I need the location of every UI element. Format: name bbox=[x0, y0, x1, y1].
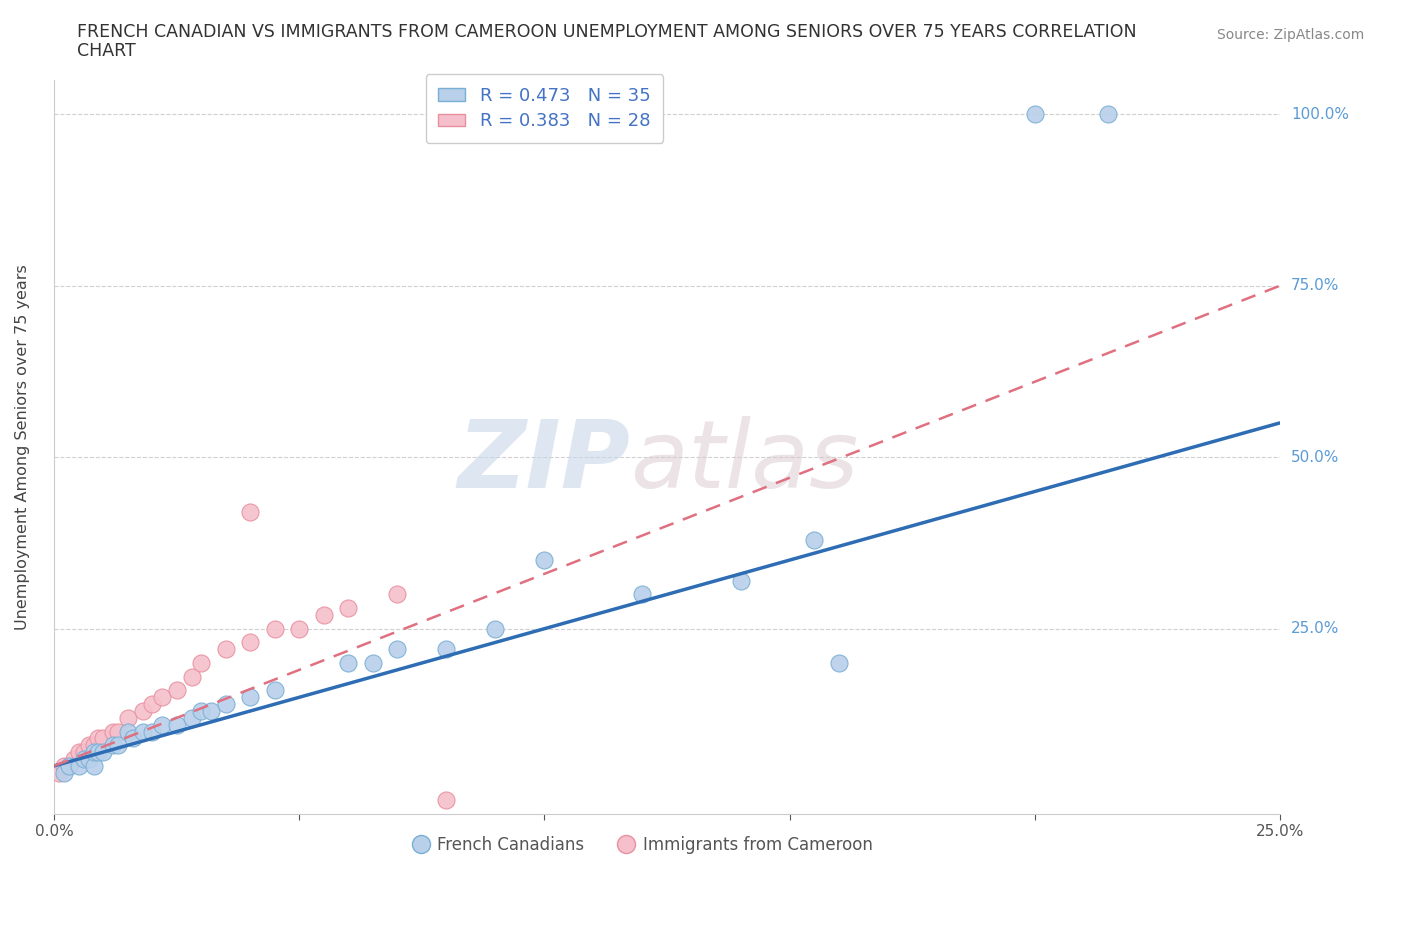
Point bbox=[48, 765, 70, 780]
Point bbox=[141, 697, 163, 711]
Point bbox=[484, 621, 506, 636]
Point bbox=[180, 711, 202, 725]
Point bbox=[107, 724, 129, 739]
Point bbox=[58, 758, 80, 773]
Point bbox=[215, 642, 238, 657]
Point bbox=[190, 703, 212, 718]
Point bbox=[239, 635, 262, 650]
Point bbox=[803, 532, 825, 547]
Y-axis label: Unemployment Among Seniors over 75 years: Unemployment Among Seniors over 75 years bbox=[15, 264, 30, 630]
Point bbox=[58, 758, 80, 773]
Point bbox=[101, 737, 124, 752]
Point bbox=[288, 621, 311, 636]
Point bbox=[131, 724, 153, 739]
Point bbox=[67, 758, 90, 773]
Point bbox=[107, 737, 129, 752]
Point bbox=[141, 724, 163, 739]
Text: 100.0%: 100.0% bbox=[1291, 107, 1348, 122]
Point bbox=[180, 670, 202, 684]
Point bbox=[87, 731, 110, 746]
Text: CHART: CHART bbox=[77, 42, 136, 60]
Point bbox=[337, 656, 360, 671]
Point bbox=[361, 656, 384, 671]
Point bbox=[239, 505, 262, 520]
Legend: French Canadians, Immigrants from Cameroon: French Canadians, Immigrants from Camero… bbox=[406, 830, 879, 860]
Point bbox=[53, 765, 76, 780]
Point bbox=[264, 621, 287, 636]
Point bbox=[312, 607, 335, 622]
Point bbox=[436, 792, 458, 807]
Point bbox=[91, 745, 114, 760]
Point bbox=[730, 573, 752, 588]
Text: 25.0%: 25.0% bbox=[1291, 621, 1339, 636]
Point bbox=[87, 745, 110, 760]
Point bbox=[117, 724, 139, 739]
Point bbox=[77, 737, 100, 752]
Text: ZIP: ZIP bbox=[457, 416, 630, 508]
Point bbox=[436, 642, 458, 657]
Point bbox=[53, 758, 76, 773]
Point bbox=[83, 758, 105, 773]
Point bbox=[215, 697, 238, 711]
Text: FRENCH CANADIAN VS IMMIGRANTS FROM CAMEROON UNEMPLOYMENT AMONG SENIORS OVER 75 Y: FRENCH CANADIAN VS IMMIGRANTS FROM CAMER… bbox=[77, 23, 1137, 41]
Point bbox=[1024, 107, 1046, 122]
Point bbox=[101, 724, 124, 739]
Point bbox=[631, 587, 654, 602]
Point bbox=[239, 690, 262, 705]
Point bbox=[77, 751, 100, 766]
Point bbox=[166, 683, 188, 698]
Point bbox=[150, 690, 173, 705]
Point bbox=[533, 552, 555, 567]
Text: Source: ZipAtlas.com: Source: ZipAtlas.com bbox=[1216, 28, 1364, 42]
Point bbox=[121, 731, 143, 746]
Point bbox=[117, 711, 139, 725]
Point bbox=[387, 587, 409, 602]
Point bbox=[337, 601, 360, 616]
Point bbox=[83, 745, 105, 760]
Point bbox=[827, 656, 849, 671]
Point bbox=[131, 703, 153, 718]
Point bbox=[166, 717, 188, 732]
Point bbox=[73, 745, 96, 760]
Text: atlas: atlas bbox=[630, 416, 859, 507]
Point bbox=[1097, 107, 1119, 122]
Point bbox=[200, 703, 222, 718]
Point bbox=[67, 745, 90, 760]
Point bbox=[150, 717, 173, 732]
Text: 75.0%: 75.0% bbox=[1291, 278, 1339, 293]
Point bbox=[190, 656, 212, 671]
Point bbox=[387, 642, 409, 657]
Point bbox=[83, 737, 105, 752]
Point bbox=[91, 731, 114, 746]
Text: 50.0%: 50.0% bbox=[1291, 450, 1339, 465]
Point bbox=[73, 751, 96, 766]
Point bbox=[264, 683, 287, 698]
Point bbox=[63, 751, 86, 766]
